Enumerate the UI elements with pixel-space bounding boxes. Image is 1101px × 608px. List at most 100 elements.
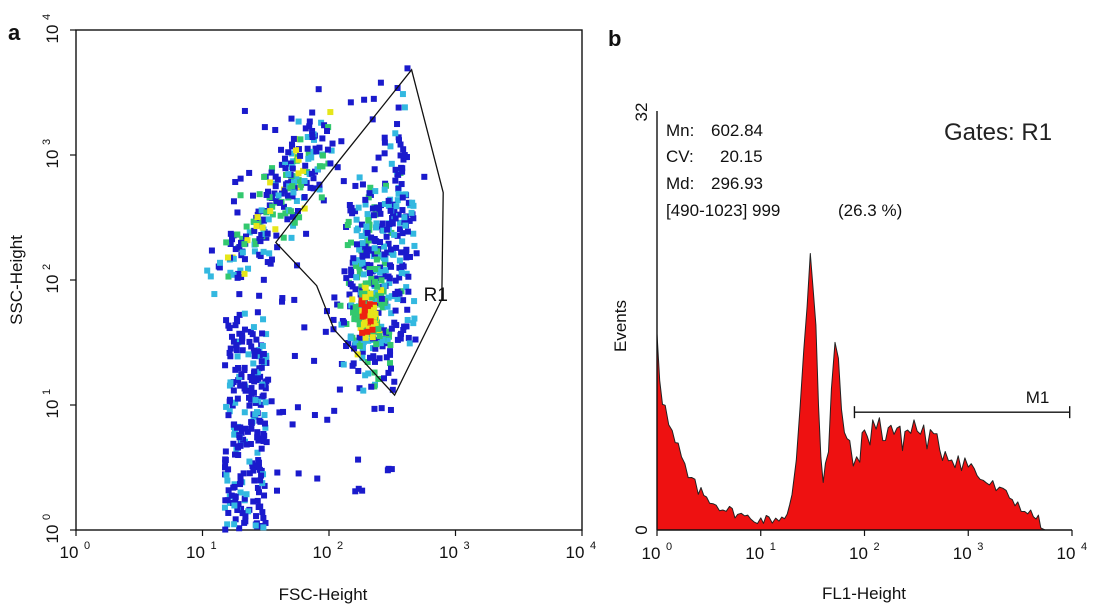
scatter-y-tick-exponent: 2 <box>41 264 53 270</box>
scatter-point <box>318 194 325 201</box>
scatter-point <box>269 211 276 218</box>
scatter-point <box>236 311 243 318</box>
scatter-point <box>353 216 360 223</box>
scatter-point <box>382 267 389 274</box>
scatter-point <box>391 378 398 385</box>
scatter-point <box>309 127 316 134</box>
scatter-point <box>380 375 387 382</box>
scatter-point <box>315 86 322 93</box>
scatter-point <box>325 124 332 131</box>
scatter-point <box>352 208 359 215</box>
scatter-point <box>388 263 395 270</box>
scatter-point <box>233 342 240 349</box>
scatter-point <box>230 484 237 491</box>
scatter-point <box>207 273 214 280</box>
scatter-point <box>406 340 413 347</box>
scatter-point <box>237 442 244 449</box>
scatter-point <box>223 239 230 246</box>
scatter-point <box>268 256 275 263</box>
scatter-point <box>400 297 407 304</box>
scatter-x-tick-exponent: 0 <box>84 540 90 552</box>
scatter-point <box>233 315 240 322</box>
scatter-point <box>289 165 296 172</box>
scatter-point <box>397 226 404 233</box>
scatter-point <box>277 199 284 206</box>
scatter-point <box>403 246 410 253</box>
scatter-point <box>255 377 262 384</box>
scatter-point <box>237 175 244 182</box>
scatter-point <box>263 439 270 446</box>
scatter-point <box>359 354 366 361</box>
panel-a-letter: a <box>8 20 21 45</box>
scatter-point <box>224 521 231 528</box>
scatter-point <box>410 230 417 237</box>
scatter-y-axis-title: SSC-Height <box>7 235 26 325</box>
scatter-point <box>208 247 215 254</box>
scatter-point <box>239 347 246 354</box>
scatter-point <box>387 365 394 372</box>
scatter-x-tick-exponent: 4 <box>590 540 596 552</box>
scatter-point <box>364 318 371 325</box>
scatter-point <box>388 160 395 167</box>
scatter-x-tick-exponent: 3 <box>464 540 470 552</box>
scatter-point <box>362 294 369 301</box>
scatter-point <box>386 280 393 287</box>
scatter-point <box>234 209 241 216</box>
scatter-point <box>306 123 313 130</box>
histogram-x-tick-exponent: 4 <box>1081 541 1087 553</box>
scatter-point <box>381 282 388 289</box>
scatter-point <box>247 328 254 335</box>
scatter-point <box>231 427 238 434</box>
scatter-point <box>289 213 296 220</box>
scatter-point <box>371 237 378 244</box>
scatter-point <box>253 223 260 230</box>
scatter-point <box>310 175 317 182</box>
scatter-point <box>387 360 394 367</box>
scatter-point <box>294 208 301 215</box>
scatter-point <box>405 288 412 295</box>
scatter-point <box>274 469 281 476</box>
scatter-point <box>405 199 412 206</box>
scatter-point <box>316 144 323 151</box>
scatter-point <box>241 107 248 114</box>
scatter-point <box>261 124 268 131</box>
scatter-point <box>281 155 288 162</box>
scatter-point <box>353 274 360 281</box>
scatter-point <box>359 344 366 351</box>
scatter-point <box>307 184 314 191</box>
scatter-point <box>222 448 229 455</box>
scatter-point <box>399 230 406 237</box>
scatter-point <box>381 139 388 146</box>
scatter-point <box>358 221 365 228</box>
scatter-point <box>245 265 252 272</box>
scatter-point <box>244 428 251 435</box>
scatter-y-tick-label: 10 <box>43 275 62 294</box>
scatter-point <box>258 207 265 214</box>
scatter-point <box>366 266 373 273</box>
scatter-point <box>236 330 243 337</box>
scatter-point <box>365 337 372 344</box>
scatter-point <box>251 378 258 385</box>
scatter-point <box>211 291 218 298</box>
scatter-point <box>304 145 311 152</box>
scatter-point <box>410 202 417 209</box>
scatter-point <box>274 244 281 251</box>
scatter-point <box>245 508 252 515</box>
scatter-point <box>241 256 248 263</box>
scatter-point <box>404 228 411 235</box>
scatter-point <box>368 275 375 282</box>
scatter-point <box>392 290 399 297</box>
scatter-point <box>316 163 323 170</box>
scatter-point <box>343 343 350 350</box>
scatter-point <box>225 509 232 516</box>
scatter-point <box>377 202 384 209</box>
scatter-point <box>400 327 407 334</box>
scatter-point <box>258 358 265 365</box>
scatter-point <box>280 408 287 415</box>
scatter-point <box>377 340 384 347</box>
scatter-point <box>242 518 249 525</box>
scatter-point <box>355 485 362 492</box>
scatter-point <box>241 364 248 371</box>
scatter-point <box>410 320 417 327</box>
scatter-point <box>279 295 286 302</box>
